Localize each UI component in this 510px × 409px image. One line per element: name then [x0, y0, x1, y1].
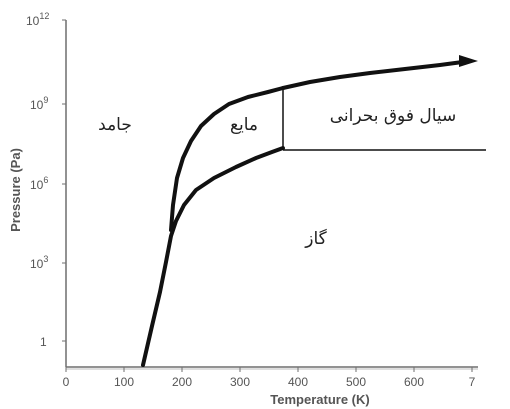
arrowhead — [459, 55, 478, 67]
y-tick-marks — [62, 19, 66, 342]
region-label-liquid: مایع — [230, 115, 258, 135]
x-tick-label: 7 — [469, 375, 476, 389]
y-tick-label-1e12: 1012 — [26, 11, 49, 28]
x-tick-marks — [65, 367, 473, 372]
x-tick-label: 100 — [114, 375, 134, 389]
x-tick-label: 400 — [288, 375, 308, 389]
x-tick-labels: 0 100 200 300 400 500 600 7 — [63, 375, 476, 389]
x-tick-label: 500 — [346, 375, 366, 389]
y-tick-label-1e3: 103 — [30, 254, 48, 271]
sublimation-curve — [141, 146, 285, 367]
x-axis-title: Temperature (K) — [270, 392, 369, 407]
region-label-gas: گاز — [304, 228, 327, 249]
x-tick-label: 0 — [63, 375, 70, 389]
y-tick-label-1e6: 106 — [30, 175, 48, 192]
melting-curve — [169, 86, 285, 232]
x-tick-label: 600 — [404, 375, 424, 389]
y-tick-label-1e9: 109 — [30, 95, 48, 112]
x-tick-label: 300 — [230, 375, 250, 389]
y-tick-label-1: 1 — [40, 335, 47, 349]
solid-liquid-upper-curve — [281, 59, 472, 90]
region-label-supercritical: سیال فوق بحرانی — [330, 106, 457, 126]
y-axis-title: Pressure (Pa) — [8, 148, 23, 232]
x-tick-label: 200 — [172, 375, 192, 389]
region-label-solid: جامد — [98, 115, 132, 135]
